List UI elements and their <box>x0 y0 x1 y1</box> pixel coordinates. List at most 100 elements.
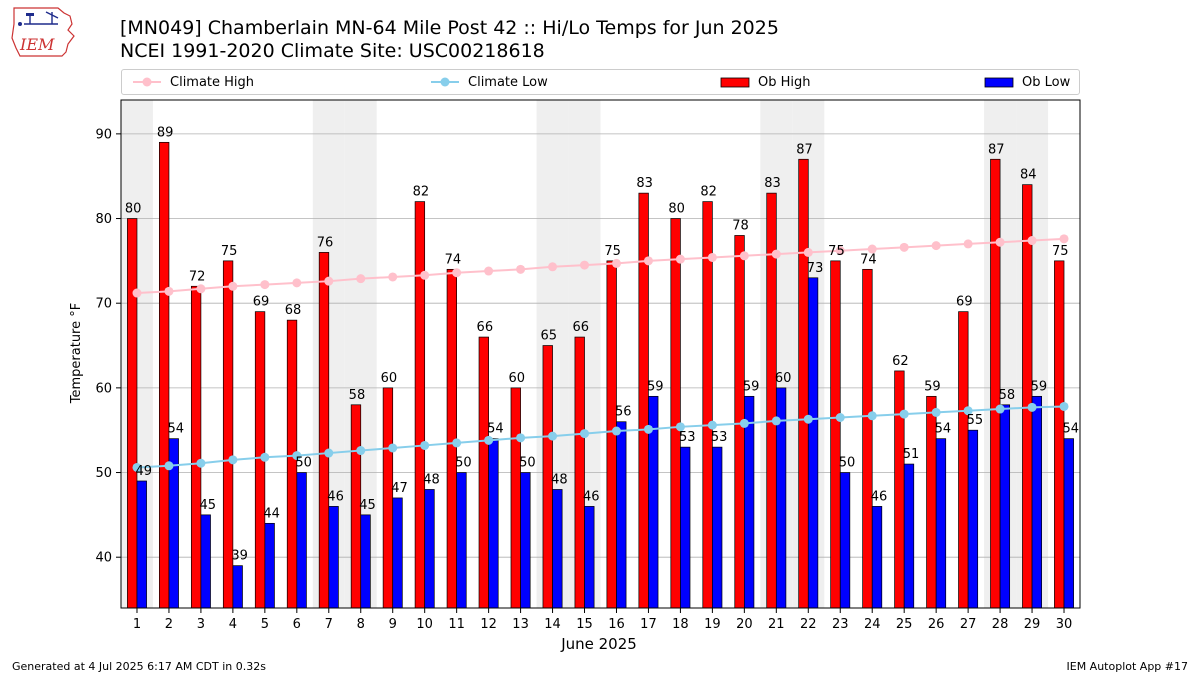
climate-low-point-day-11 <box>452 438 462 448</box>
climate-low-point-day-21 <box>771 416 781 426</box>
x-tick-label-6: 6 <box>293 617 301 632</box>
bar-ob-low-day-30 <box>1063 438 1074 609</box>
y-tick-label-70: 70 <box>95 297 112 312</box>
bar-ob-high-day-3 <box>190 285 202 609</box>
label-ob-high-day-28: 87 <box>988 142 1005 157</box>
bar-ob-low-day-26 <box>935 438 947 609</box>
climate-low-point-day-6 <box>292 451 302 461</box>
climate-high-point-day-12 <box>484 266 494 276</box>
label-ob-high-day-6: 68 <box>285 303 302 318</box>
climate-high-point-day-9 <box>388 272 398 282</box>
bar-ob-low-day-20 <box>743 395 755 609</box>
x-tick-label-29: 29 <box>1024 617 1041 632</box>
climate-high-point-day-18 <box>675 254 685 264</box>
x-tick-label-14: 14 <box>544 617 561 632</box>
x-tick-label-15: 15 <box>576 617 593 632</box>
label-ob-low-day-16: 56 <box>615 405 632 420</box>
label-ob-high-day-2: 89 <box>157 125 174 140</box>
label-ob-high-day-15: 66 <box>572 320 589 335</box>
climate-high-point-day-15 <box>580 260 590 270</box>
climate-high-point-day-17 <box>643 256 653 266</box>
bar-ob-high-day-15 <box>574 336 585 609</box>
bar-ob-low-day-24 <box>871 506 883 609</box>
climate-high-point-day-4 <box>228 281 238 291</box>
x-tick-label-22: 22 <box>800 617 817 632</box>
x-tick-label-28: 28 <box>992 617 1009 632</box>
bar-ob-high-day-13 <box>510 387 521 609</box>
bar-ob-high-day-12 <box>478 336 489 609</box>
x-tick-label-21: 21 <box>768 617 785 632</box>
bar-ob-high-day-19 <box>702 201 713 609</box>
climate-low-point-day-13 <box>516 433 526 443</box>
legend-label-climate-high: Climate High <box>170 74 255 90</box>
label-ob-high-day-19: 82 <box>700 185 717 200</box>
climate-low-point-day-23 <box>835 413 845 422</box>
climate-low-point-day-3 <box>196 458 206 468</box>
bar-ob-high-day-23 <box>830 260 841 609</box>
label-ob-low-day-25: 51 <box>903 447 920 462</box>
label-ob-low-day-9: 47 <box>391 481 408 496</box>
label-ob-high-day-22: 87 <box>796 142 813 157</box>
legend-label-ob-low: Ob Low <box>1022 74 1071 90</box>
climate-low-point-day-4 <box>228 455 238 465</box>
bar-ob-high-day-18 <box>670 218 681 609</box>
bar-ob-high-day-24 <box>862 268 873 609</box>
bar-ob-high-day-10 <box>414 201 426 609</box>
label-ob-high-day-18: 80 <box>668 202 685 217</box>
label-ob-high-day-25: 62 <box>892 354 909 369</box>
bar-ob-low-day-22 <box>807 277 819 609</box>
climate-high-point-day-5 <box>260 280 270 290</box>
climate-high-point-day-30 <box>1059 234 1069 244</box>
climate-high-point-day-28 <box>995 237 1005 247</box>
bar-ob-high-day-25 <box>894 370 905 609</box>
climate-low-point-day-19 <box>707 420 717 430</box>
bar-ob-low-day-13 <box>520 472 531 609</box>
climate-high-point-day-1 <box>132 288 142 298</box>
climate-low-line-icon <box>431 77 459 87</box>
label-ob-low-day-8: 45 <box>359 498 376 513</box>
label-ob-low-day-14: 48 <box>551 472 568 487</box>
climate-low-line <box>136 405 1065 469</box>
legend-item-ob-low: Ob Low <box>984 70 1070 94</box>
bar-ob-high-day-7 <box>318 252 330 609</box>
label-ob-high-day-20: 78 <box>732 218 749 233</box>
generated-timestamp: Generated at 4 Jul 2025 6:17 AM CDT in 0… <box>12 660 266 673</box>
climate-high-point-day-8 <box>356 274 366 284</box>
label-ob-low-day-26: 54 <box>935 422 952 437</box>
climate-high-point-day-2 <box>164 286 174 296</box>
y-tick-label-90: 90 <box>95 127 112 142</box>
climate-low-point-day-20 <box>739 418 749 428</box>
bar-ob-low-day-8 <box>360 514 371 609</box>
legend: Climate High Climate Low Ob High Ob Low <box>121 69 1080 95</box>
label-ob-high-day-14: 65 <box>540 329 557 344</box>
climate-low-point-day-25 <box>899 409 909 419</box>
x-tick-label-16: 16 <box>608 617 625 632</box>
bar-ob-high-day-17 <box>638 192 649 609</box>
x-tick-label-10: 10 <box>416 617 433 632</box>
bar-ob-high-day-9 <box>382 387 394 609</box>
x-tick-label-23: 23 <box>832 617 849 632</box>
bar-ob-low-day-28 <box>999 404 1011 609</box>
bar-ob-low-day-15 <box>584 506 595 609</box>
label-ob-high-day-30: 75 <box>1052 244 1069 259</box>
label-ob-low-day-15: 46 <box>583 489 600 504</box>
label-ob-high-day-12: 66 <box>477 320 494 335</box>
label-ob-high-day-17: 83 <box>636 176 653 191</box>
y-tick-label-50: 50 <box>95 466 112 481</box>
plot-frame <box>120 99 1081 609</box>
climate-high-point-day-11 <box>452 268 462 278</box>
bar-ob-low-day-16 <box>616 421 627 609</box>
label-ob-low-day-17: 59 <box>647 379 664 394</box>
x-axis-label: June 2025 <box>560 635 637 653</box>
chart-title: [MN049] Chamberlain MN-64 Mile Post 42 :… <box>120 17 779 39</box>
label-ob-high-day-29: 84 <box>1020 168 1037 183</box>
label-ob-high-day-4: 75 <box>221 244 238 259</box>
climate-low-point-day-29 <box>1027 402 1037 412</box>
bar-ob-low-day-23 <box>839 472 851 609</box>
label-ob-low-day-13: 50 <box>519 456 536 471</box>
bar-ob-low-day-4 <box>232 565 243 609</box>
climate-high-point-day-10 <box>420 270 430 280</box>
logo-lettering: IEM <box>19 35 55 54</box>
climate-high-line-icon <box>133 77 161 87</box>
